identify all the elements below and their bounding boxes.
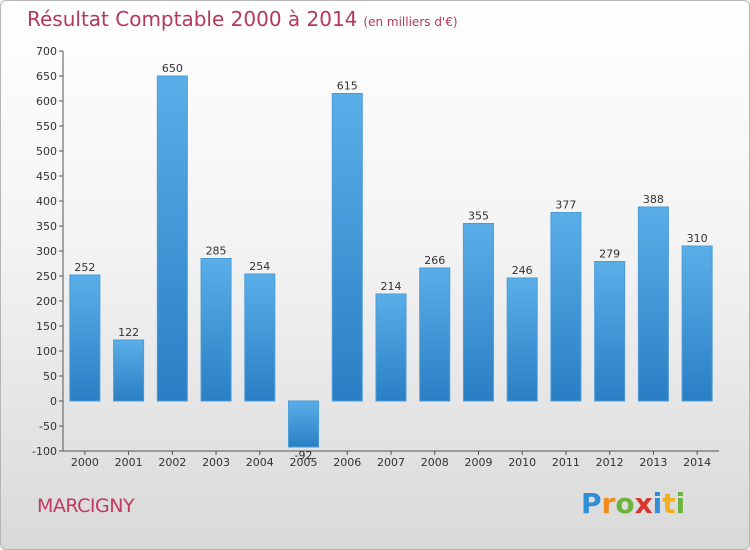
commune-name: MARCIGNY: [37, 495, 135, 517]
y-tick-label: -50: [39, 420, 57, 433]
bar: [637, 206, 669, 402]
bar: [288, 400, 320, 448]
bar-value-label: 388: [643, 193, 664, 206]
bar: [681, 245, 713, 402]
y-tick-label: -100: [32, 445, 57, 458]
x-tick-label: 2014: [683, 456, 711, 469]
logo-letter: i: [652, 487, 663, 520]
y-tick-label: 700: [36, 45, 57, 58]
x-tick-label: 2001: [115, 456, 143, 469]
logo-letter: P: [581, 487, 602, 520]
y-tick-label: 150: [36, 320, 57, 333]
bar-value-label: 285: [206, 245, 227, 258]
bar-value-label: 122: [118, 326, 139, 339]
bar-value-label: 355: [468, 210, 489, 223]
bar-value-label: 214: [381, 280, 402, 293]
y-tick-label: 250: [36, 270, 57, 283]
bar: [156, 75, 188, 402]
chart-title-text: Résultat Comptable 2000 à 2014: [27, 7, 358, 31]
bar: [506, 277, 538, 402]
bar: [550, 212, 582, 402]
x-tick-label: 2007: [377, 456, 405, 469]
logo-letter: i: [675, 487, 686, 520]
y-tick-label: 0: [50, 395, 57, 408]
bar: [462, 223, 494, 402]
y-tick-label: 450: [36, 170, 57, 183]
bar: [331, 93, 363, 402]
x-tick-label: 2009: [464, 456, 492, 469]
bar-value-label: 377: [555, 199, 576, 212]
y-tick-label: 350: [36, 220, 57, 233]
y-tick-label: 100: [36, 345, 57, 358]
bar: [594, 261, 626, 402]
bar: [419, 267, 451, 402]
y-tick-label: 500: [36, 145, 57, 158]
bar: [375, 293, 407, 402]
bar-value-label: 246: [512, 264, 533, 277]
x-tick-label: 2008: [421, 456, 449, 469]
x-tick-label: 2004: [246, 456, 274, 469]
y-tick-label: 550: [36, 120, 57, 133]
x-tick-label: 2010: [508, 456, 536, 469]
y-tick-label: 200: [36, 295, 57, 308]
chart-title: Résultat Comptable 2000 à 2014 (en millie…: [27, 7, 458, 31]
bar-value-label: 266: [424, 254, 445, 267]
bar: [244, 273, 276, 402]
bar: [113, 339, 145, 402]
y-tick-label: 50: [43, 370, 57, 383]
bar: [69, 274, 101, 402]
logo-letter: x: [634, 487, 653, 520]
y-tick-label: 650: [36, 70, 57, 83]
chart-subtitle: (en milliers d'€): [363, 15, 458, 29]
x-tick-label: 2003: [202, 456, 230, 469]
bar-value-label: -92: [295, 449, 313, 462]
x-tick-label: 2002: [158, 456, 186, 469]
bar-value-label: 615: [337, 80, 358, 93]
x-tick-label: 2013: [639, 456, 667, 469]
logo-letter: o: [615, 487, 635, 520]
y-tick-label: 400: [36, 195, 57, 208]
x-tick-label: 2011: [552, 456, 580, 469]
proxiti-logo: Proxiti: [581, 487, 685, 520]
x-tick-label: 2012: [596, 456, 624, 469]
bar-value-label: 279: [599, 248, 620, 261]
x-tick-label: 2000: [71, 456, 99, 469]
y-tick-label: 300: [36, 245, 57, 258]
bar-value-label: 310: [687, 232, 708, 245]
bar-value-label: 254: [249, 260, 270, 273]
bar-value-label: 650: [162, 62, 183, 75]
x-tick-label: 2006: [333, 456, 361, 469]
x-tick-label: 2005: [290, 456, 318, 469]
logo-letter: t: [662, 487, 676, 520]
bar: [200, 258, 232, 402]
logo-letter: r: [601, 487, 616, 520]
bar-value-label: 252: [74, 261, 95, 274]
y-tick-label: 600: [36, 95, 57, 108]
